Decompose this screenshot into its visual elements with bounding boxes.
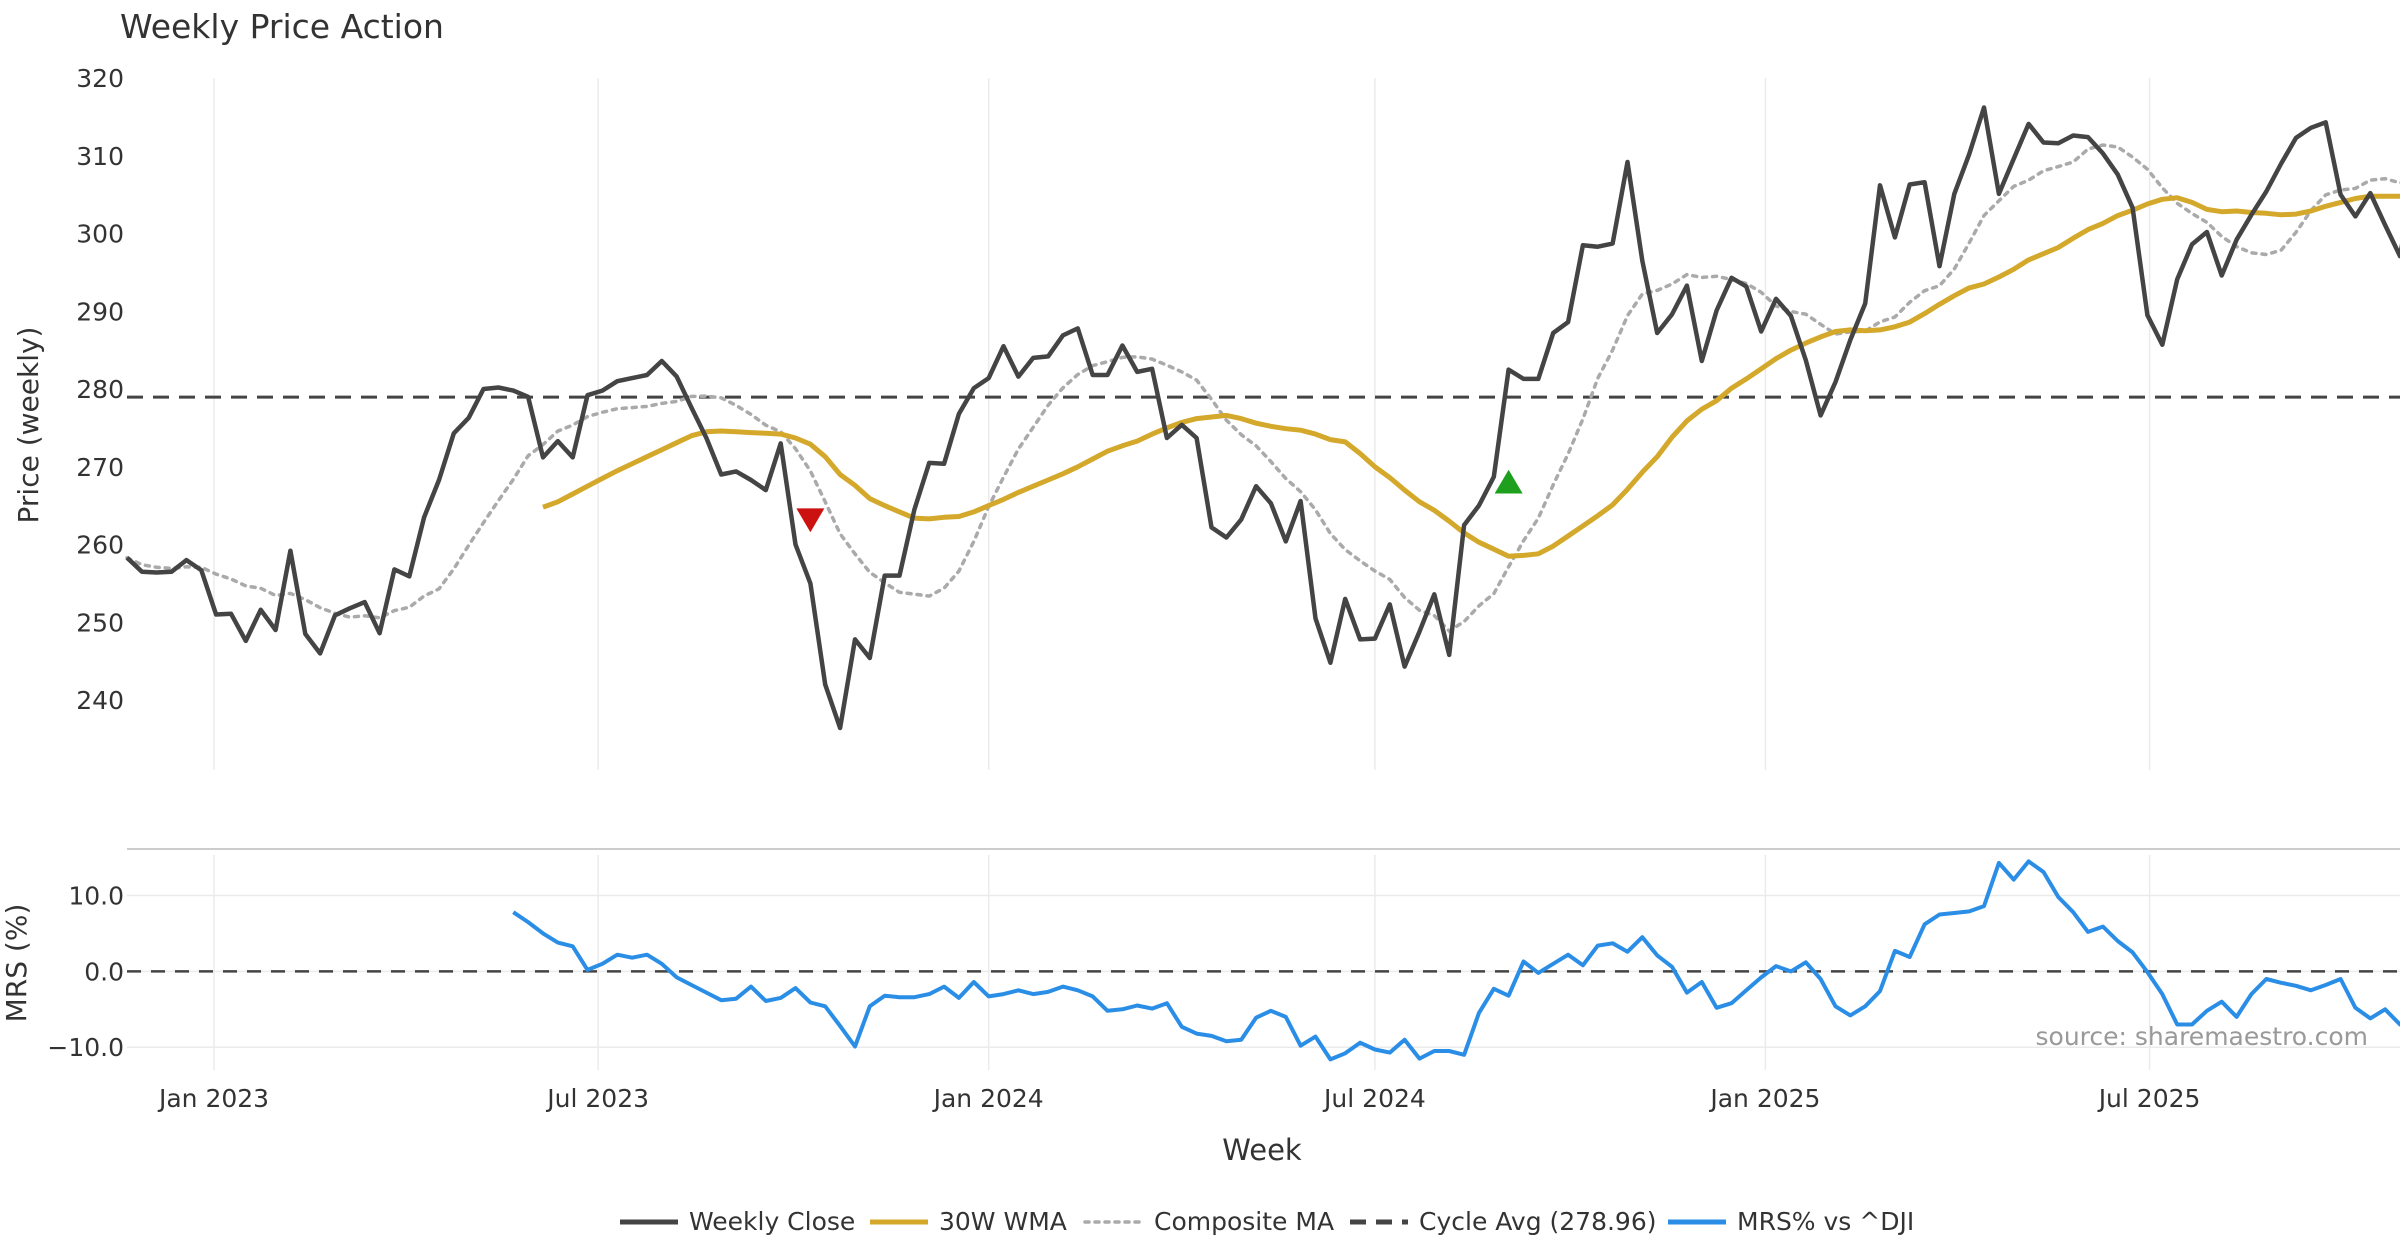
price-y-tick-label: 310 (76, 142, 124, 171)
sell-signal-marker (796, 508, 825, 533)
legend-label: Weekly Close (689, 1207, 855, 1236)
chart-title: Weekly Price Action (120, 7, 444, 46)
price-y-ticks: 240 250 260 270 280 290 300 310 320 (76, 64, 124, 715)
price-y-tick-label: 280 (76, 375, 124, 404)
legend: Weekly Close 30W WMA Composite MA Cycle Avg… (620, 1207, 1914, 1236)
price-y-tick-label: 240 (76, 686, 124, 715)
x-axis-label: Week (1222, 1133, 1302, 1167)
price-y-tick-label: 300 (76, 220, 124, 249)
buy-signal-marker (1494, 469, 1523, 494)
price-y-tick-label: 260 (76, 531, 124, 560)
price-y-tick-label: 250 (76, 608, 124, 637)
price-y-tick-label: 290 (76, 297, 124, 326)
x-tick-label: Jan 2023 (157, 1084, 269, 1113)
price-y-axis-label: Price (weekly) (12, 327, 45, 524)
x-tick-label: Jan 2025 (1708, 1084, 1820, 1113)
legend-label: Cycle Avg (278.96) (1419, 1207, 1657, 1236)
mrs-y-tick-label: −10.0 (47, 1033, 124, 1062)
signal-markers (796, 469, 1523, 533)
source-watermark: source: sharemaestro.com (2036, 1022, 2369, 1051)
series-layer (125, 105, 2400, 1062)
x-ticks: Jan 2023 Jul 2023 Jan 2024 Jul 2024 Jan 2025… (157, 1084, 2200, 1113)
composite-ma-line (125, 143, 2400, 634)
price-y-tick-label: 320 (76, 64, 124, 93)
legend-label: MRS% vs ^DJI (1737, 1207, 1914, 1236)
weekly-close-line (125, 105, 2400, 731)
legend-label: 30W WMA (939, 1207, 1067, 1236)
legend-label: Composite MA (1154, 1207, 1334, 1236)
price-y-tick-label: 270 (76, 453, 124, 482)
mrs-y-axis-label: MRS (%) (0, 904, 33, 1023)
x-tick-label: Jul 2025 (2097, 1084, 2201, 1113)
mrs-y-ticks: 10.0 0.0 −10.0 (47, 882, 124, 1063)
mrs-y-tick-label: 10.0 (68, 882, 124, 911)
mrs-line (512, 859, 2400, 1062)
x-tick-label: Jul 2023 (545, 1084, 649, 1113)
x-tick-label: Jan 2024 (932, 1084, 1044, 1113)
x-tick-label: Jul 2024 (1322, 1084, 1426, 1113)
wma30-line (542, 193, 2400, 559)
mrs-y-tick-label: 0.0 (84, 957, 124, 986)
price-grid (213, 78, 2151, 770)
